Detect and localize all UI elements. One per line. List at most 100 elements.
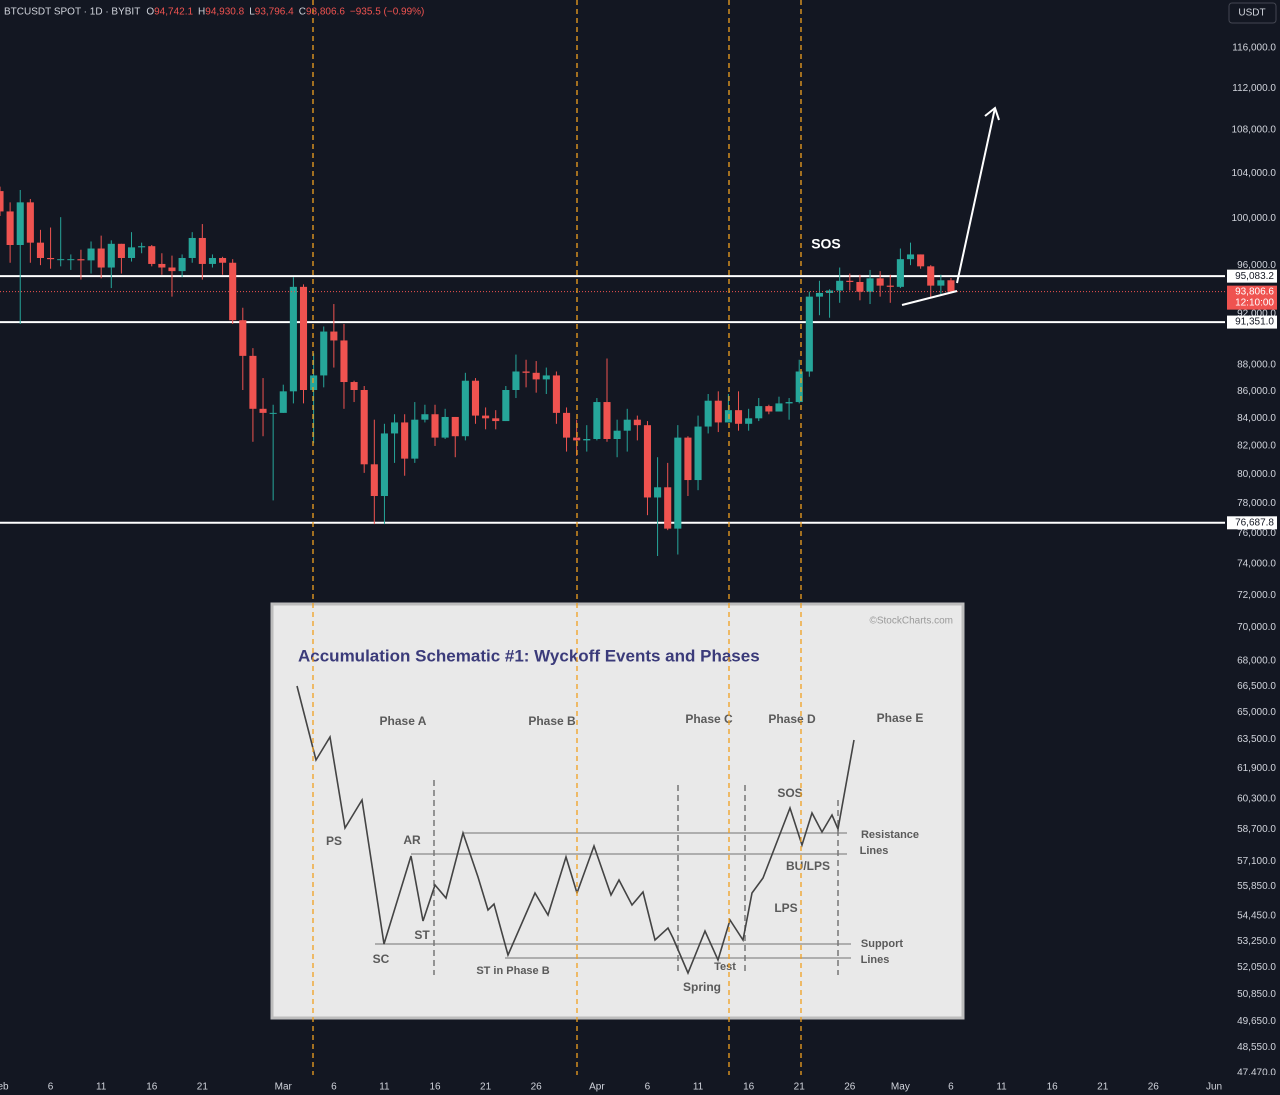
y-tick-label: 104,000.0	[1232, 168, 1277, 179]
candle-body	[380, 433, 388, 497]
currency-box	[1228, 2, 1277, 24]
phase-label: Phase A	[380, 714, 427, 728]
x-tick-label: Feb	[0, 1082, 9, 1093]
candle-body	[360, 389, 368, 465]
y-tick-label: 61,900.0	[1237, 763, 1276, 774]
y-tick-label: 76,000.0	[1237, 528, 1276, 539]
y-tick-label: 48,550.0	[1237, 1042, 1276, 1053]
y-tick-label: 53,250.0	[1237, 936, 1276, 947]
phase-label: Phase E	[877, 711, 924, 725]
y-tick-label: 72,000.0	[1237, 590, 1276, 601]
candle-body	[350, 382, 358, 390]
candle-body	[654, 487, 662, 498]
candle-body	[259, 408, 267, 413]
candle-body	[917, 254, 925, 267]
candle-body	[775, 403, 783, 412]
event-label: ST	[414, 928, 430, 942]
inset-frame	[270, 602, 965, 1020]
candle-body	[148, 246, 156, 264]
candle-body	[451, 416, 459, 437]
phase-label: Phase C	[685, 712, 733, 726]
level-label: 76,687.8	[1235, 517, 1274, 528]
y-tick-label: 96,000.0	[1237, 260, 1276, 271]
candle-body	[6, 211, 14, 245]
support-label: Support	[861, 938, 903, 950]
candle-body	[643, 425, 652, 498]
candle-body	[219, 257, 227, 263]
candle-body	[320, 331, 328, 376]
ohlc-key: O	[146, 7, 154, 18]
symbol: BTCUSDT SPOT · 1D · BYBIT	[4, 7, 140, 18]
candle-body	[846, 280, 854, 282]
event-label: Spring	[683, 980, 721, 994]
y-tick-label: 63,500.0	[1237, 734, 1276, 745]
candle-body	[421, 414, 429, 420]
x-tick-label: May	[891, 1082, 910, 1093]
y-tick-label: 68,000.0	[1237, 655, 1276, 666]
candle-body	[633, 419, 641, 426]
ohlc-value: 93,796.4	[255, 7, 294, 18]
candle-body	[765, 406, 773, 412]
candle-body	[16, 202, 24, 245]
support-label: Lines	[861, 954, 890, 966]
candle-body	[340, 340, 348, 383]
x-tick-label: 6	[948, 1082, 954, 1093]
candle-body	[805, 296, 813, 372]
legend-header: BTCUSDT SPOT · 1D · BYBIT O 94,742.1 H 94,9…	[4, 7, 424, 18]
candle-body	[856, 281, 864, 292]
candle-body	[168, 267, 176, 272]
candle-body	[0, 191, 4, 212]
x-tick-label: 21	[794, 1082, 806, 1093]
y-tick-label: 80,000.0	[1237, 469, 1276, 480]
level-label: 91,351.0	[1235, 317, 1274, 328]
x-tick-label: Jun	[1206, 1082, 1222, 1093]
x-tick-label: 6	[48, 1082, 54, 1093]
level-label: 95,083.2	[1235, 271, 1274, 282]
candle-body	[188, 237, 196, 258]
x-tick-label: 6	[645, 1082, 651, 1093]
y-tick-label: 66,500.0	[1237, 681, 1276, 692]
y-tick-label: 82,000.0	[1237, 441, 1276, 452]
projection-arrow	[956, 107, 996, 284]
candle-body	[97, 248, 105, 268]
candle-body	[734, 410, 743, 424]
event-label: AR	[403, 833, 421, 847]
ohlc-value: 94,742.1	[154, 7, 193, 18]
candle-body	[57, 259, 65, 261]
time-axis-bg	[0, 1075, 1280, 1095]
plot-area	[0, 186, 1225, 557]
candle-body	[178, 257, 186, 272]
candle-body	[896, 259, 904, 287]
x-tick-label: Mar	[275, 1082, 293, 1093]
y-tick-label: 47,470.0	[1237, 1068, 1276, 1079]
candle-body	[279, 391, 287, 413]
candle-body	[370, 464, 378, 497]
candle-body	[785, 402, 793, 404]
y-tick-label: 54,450.0	[1237, 910, 1276, 921]
event-label: PS	[326, 834, 342, 848]
phase-label: Phase D	[768, 712, 816, 726]
y-tick-label: 58,700.0	[1237, 824, 1276, 835]
candle-body	[269, 412, 277, 414]
candle-body	[815, 292, 823, 297]
y-tick-label: 92,000.0	[1237, 309, 1276, 320]
candle-body	[289, 286, 297, 392]
x-tick-label: 16	[146, 1082, 158, 1093]
candle-body	[512, 371, 520, 390]
candle-body	[330, 331, 338, 341]
candle-body	[208, 257, 216, 264]
y-tick-label: 52,050.0	[1237, 962, 1276, 973]
y-tick-label: 116,000.0	[1232, 43, 1276, 54]
candle-body	[836, 280, 844, 291]
trend-line	[901, 290, 958, 306]
inset-title: Accumulation Schematic #1: Wyckoff Event…	[298, 646, 760, 665]
candle-body	[694, 426, 702, 481]
event-label: BU/LPS	[786, 859, 830, 873]
candle-body	[826, 290, 834, 293]
candle-body	[482, 415, 490, 419]
time-axis: Feb 6 11 16 21 Mar 6 11 16 21 26 Apr 6 11 16 21 26 May 6 11…	[0, 1075, 1280, 1095]
x-tick-label: 16	[743, 1082, 755, 1093]
y-tick-label: 70,000.0	[1237, 622, 1276, 633]
candle-body	[613, 430, 621, 439]
